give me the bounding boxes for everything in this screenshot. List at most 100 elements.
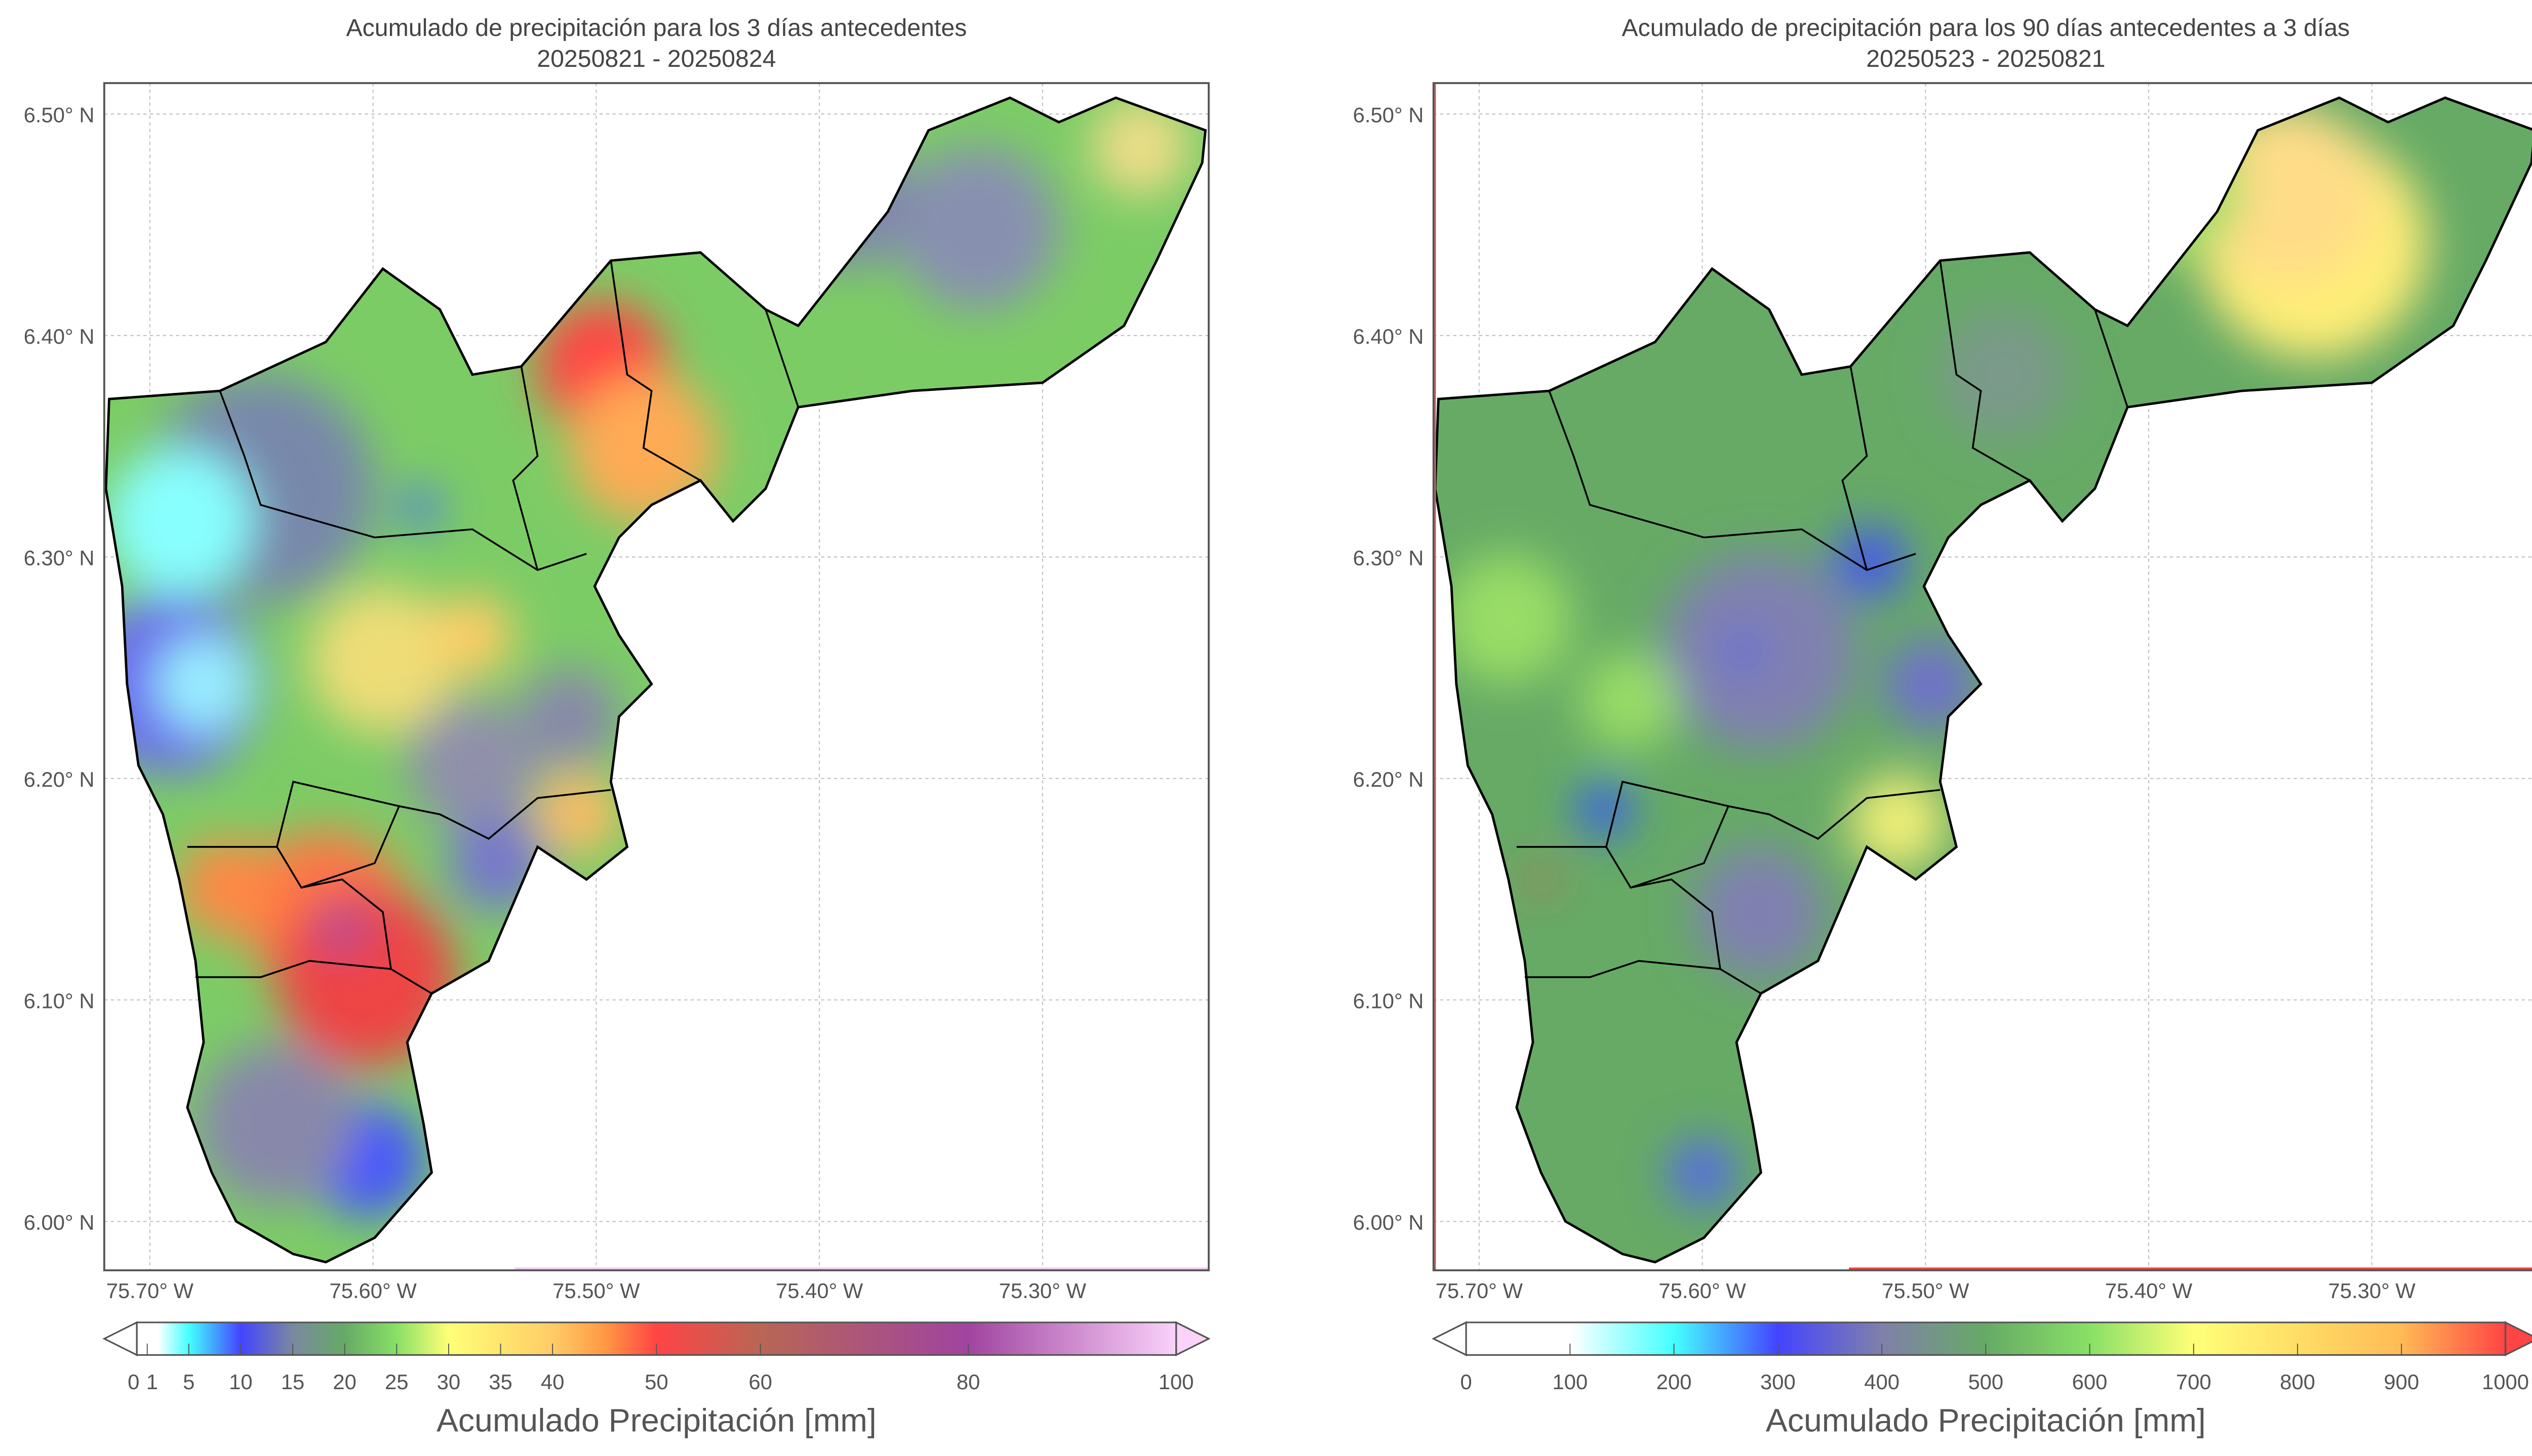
subbasin-boundary — [1524, 960, 1762, 994]
subbasin-boundary — [2029, 252, 2128, 408]
lon-tick-label: 75.30° W — [999, 1279, 1087, 1303]
colorbar-tick-label: 400 — [1864, 1370, 1900, 1394]
colorbar-tick-label: 700 — [2176, 1370, 2211, 1394]
colorbar-tick-label: 60 — [748, 1370, 772, 1394]
panel-title: Acumulado de precipitación para los 90 d… — [1621, 14, 2350, 42]
precipitation-cell — [276, 887, 456, 1067]
colorbar-extend-max — [2504, 1321, 2532, 1357]
lat-tick-label: 6.00° N — [24, 1210, 95, 1234]
lat-tick-label: 6.20° N — [1353, 767, 1424, 791]
precipitation-cell — [1694, 846, 1825, 978]
precipitation-cell — [1091, 98, 1190, 196]
precipitation-cell — [896, 146, 1059, 310]
lon-tick-label: 75.50° W — [1882, 1279, 1969, 1303]
panel-title: Acumulado de precipitación para los 3 dí… — [346, 14, 967, 42]
colorbar-tick-label: 100 — [1159, 1370, 1194, 1394]
colorbar-tick-label: 25 — [385, 1370, 409, 1394]
lat-tick-label: 6.10° N — [24, 989, 95, 1013]
colorbar: 0 100 200 300 400 500 600 700 800 900 1000 Acumulad… — [1432, 1321, 2532, 1439]
colorbar-extend-min — [102, 1321, 138, 1357]
precipitation-cell — [1578, 783, 1631, 836]
precipitation-cell — [2093, 114, 2240, 261]
colorbar-tick-label: 1 — [146, 1370, 158, 1394]
precipitation-cell — [431, 594, 513, 676]
lon-tick-label: 75.70° W — [1436, 1279, 1523, 1303]
precipitation-cell — [1580, 651, 1678, 749]
lat-tick-label: 6.40° N — [1353, 325, 1424, 348]
colorbar-tick-label: 20 — [333, 1370, 357, 1394]
precipitation-field — [1435, 98, 2532, 1263]
lat-tick-label: 6.50° N — [24, 103, 95, 127]
lon-tick-label: 75.70° W — [106, 1279, 194, 1303]
panel-90-day-precipitation: Acumulado de precipitación para los 90 d… — [1353, 14, 2532, 1439]
lon-tick-label: 75.40° W — [776, 1279, 863, 1303]
subbasin-boundary — [1630, 878, 1721, 969]
lon-tick-label: 75.50° W — [552, 1279, 640, 1303]
precipitation-cell — [1884, 638, 1976, 730]
subbasin-boundary — [187, 781, 611, 848]
lon-tick-label: 75.30° W — [2328, 1279, 2416, 1303]
basin-outline — [104, 96, 1207, 1264]
panel-subtitle: 20250821 - 20250824 — [537, 45, 776, 72]
lat-tick-label: 6.50° N — [1353, 103, 1424, 127]
colorbar-label: Acumulado Precipitación [mm] — [437, 1402, 877, 1439]
colorbar-tick-label: 0 — [1460, 1370, 1472, 1394]
precipitation-cell — [1670, 1140, 1735, 1205]
subbasin-boundary — [512, 366, 539, 571]
precipitation-cell — [106, 448, 253, 595]
subbasin-boundary — [195, 960, 432, 994]
colorbar-tick-label: 15 — [281, 1370, 305, 1394]
precipitation-cell — [521, 667, 619, 765]
colorbar-tick-label: 500 — [1968, 1370, 2003, 1394]
precipitation-cell — [309, 586, 456, 733]
subbasin-boundary — [1605, 805, 1729, 889]
precipitation-cell — [1441, 553, 1572, 684]
subbasin-boundary — [1841, 366, 1868, 571]
precipitation-field — [106, 98, 1206, 1263]
colorbar-tick-label: 100 — [1553, 1370, 1588, 1394]
lat-tick-label: 6.40° N — [24, 325, 95, 348]
subbasin-boundary — [1939, 260, 2031, 481]
lat-tick-label: 6.00° N — [1353, 1210, 1424, 1234]
lon-tick-label: 75.40° W — [2105, 1279, 2193, 1303]
precipitation-cell — [401, 489, 440, 528]
colorbar-tick-label: 80 — [957, 1370, 980, 1394]
lon-tick-label: 75.60° W — [1658, 1279, 1746, 1303]
colorbar-extend-max — [1175, 1321, 1211, 1357]
lat-tick-label: 6.30° N — [24, 546, 95, 570]
colorbar-tick-label: 0 — [128, 1370, 139, 1394]
colorbar-tick-label: 600 — [2072, 1370, 2108, 1394]
lat-tick-label: 6.10° N — [1353, 989, 1424, 1013]
colorbar-tick-label: 35 — [489, 1370, 512, 1394]
lat-tick-label: 6.20° N — [24, 767, 95, 791]
precipitation-cell — [179, 838, 277, 937]
colorbar-tick-label: 300 — [1760, 1370, 1796, 1394]
colorbar-tick-label: 200 — [1656, 1370, 1692, 1394]
colorbar-tick-label: 30 — [437, 1370, 461, 1394]
basin-outline — [1434, 96, 2532, 1264]
colorbar-tick-label: 800 — [2280, 1370, 2315, 1394]
colorbar-extend-min — [1432, 1321, 1467, 1357]
map-axes-frame — [103, 82, 1210, 1272]
precipitation-cell — [1938, 309, 2069, 440]
precipitation-cell — [1728, 636, 1758, 666]
subbasin-boundary — [1516, 781, 1941, 848]
precipitation-cell — [1834, 526, 1906, 598]
colorbar-tick-label: 40 — [541, 1370, 565, 1394]
subbasin-boundary — [610, 260, 701, 481]
map-axes-frame — [1432, 82, 2532, 1272]
precipitation-cell — [154, 635, 253, 733]
subbasin-boundary — [276, 805, 400, 889]
colorbar-tick-label: 50 — [645, 1370, 668, 1394]
precipitation-cell — [1661, 553, 1857, 749]
precipitation-cell — [195, 1042, 359, 1205]
subbasin-boundary — [700, 252, 799, 408]
colorbar-label: Acumulado Precipitación [mm] — [1766, 1402, 2206, 1439]
colorbar-tick-label: 5 — [183, 1370, 194, 1394]
lat-tick-label: 6.30° N — [1353, 546, 1424, 570]
subbasin-boundary — [301, 878, 392, 969]
precipitation-cell — [1529, 868, 1553, 891]
precipitation-cell — [318, 904, 367, 953]
colorbar-tick-label: 1000 — [2482, 1370, 2529, 1394]
panel-3-day-precipitation: Acumulado de precipitación para los 3 dí… — [24, 14, 1211, 1439]
